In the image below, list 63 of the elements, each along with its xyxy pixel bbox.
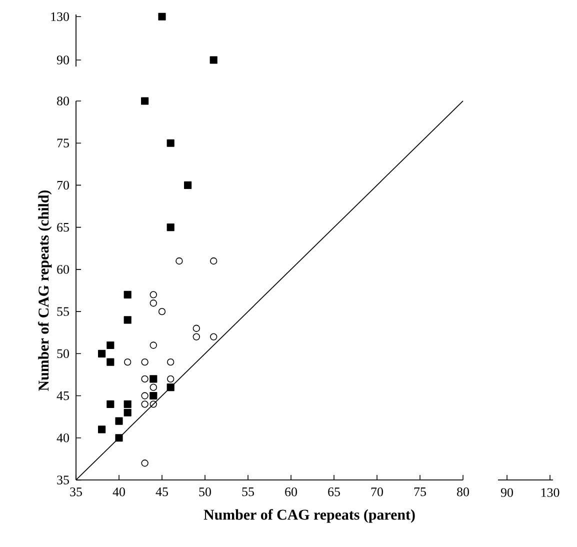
- point: [150, 342, 157, 349]
- point: [115, 417, 123, 425]
- y-tick-label: 75: [57, 138, 69, 148]
- point: [150, 375, 158, 383]
- point: [106, 400, 114, 408]
- point: [150, 384, 157, 391]
- point: [124, 358, 132, 366]
- point: [124, 290, 132, 298]
- point: [150, 300, 157, 307]
- x-tick-label: 75: [414, 488, 426, 496]
- point: [167, 375, 174, 383]
- point: [192, 324, 200, 332]
- x-tick-label: 50: [199, 488, 211, 496]
- y-tick-label: 40: [56, 434, 69, 442]
- point: [141, 460, 148, 467]
- text: 90: [500, 488, 513, 497]
- point: [167, 358, 174, 366]
- point: [158, 308, 166, 316]
- x-tick-label: 65: [328, 488, 340, 496]
- y-tick-label: 45: [56, 391, 69, 400]
- point: [176, 257, 183, 265]
- text: 130: [541, 488, 560, 497]
- y-tick-label: 90: [56, 56, 69, 64]
- point: [166, 224, 174, 232]
- y-tick-label: 65: [57, 222, 69, 232]
- point: [124, 316, 132, 324]
- y-tick-label: 70: [57, 180, 69, 190]
- x-tick-label: 45: [156, 488, 168, 496]
- point: [106, 358, 114, 366]
- y-tick-label: 50: [57, 349, 69, 358]
- point: [184, 181, 192, 189]
- point: [115, 434, 123, 442]
- y-tick-label: 35: [57, 476, 69, 484]
- x-tick-label: 40: [112, 488, 125, 496]
- point: [141, 392, 148, 400]
- x-axis-title: Number of CAG repeats (parent): [204, 509, 415, 523]
- point: [124, 408, 132, 416]
- point: [98, 426, 106, 434]
- x-tick-label: 55: [242, 488, 254, 496]
- y-tick-label: 80: [57, 96, 69, 106]
- point: [141, 358, 148, 366]
- point: [150, 400, 157, 408]
- point: [141, 97, 149, 105]
- x-tick-label: 60: [285, 488, 297, 496]
- y-tick-label: 55: [57, 307, 69, 316]
- y-axis-title: Number of CAG repeats (child): [38, 190, 52, 391]
- point: [141, 400, 148, 408]
- point: [141, 375, 148, 383]
- point: [106, 341, 114, 350]
- x-tick-label: 70: [371, 488, 383, 496]
- point: [166, 139, 174, 147]
- point: [166, 384, 174, 392]
- point: [150, 392, 158, 400]
- point: [210, 333, 218, 340]
- x-tick-label: 80: [457, 488, 469, 496]
- point: [124, 400, 132, 408]
- point: [98, 350, 106, 358]
- point: [210, 257, 218, 265]
- y-tick-label: 60: [57, 265, 69, 274]
- point: [150, 291, 157, 298]
- point: [192, 333, 200, 340]
- x-tick-label: 35: [70, 488, 82, 496]
- y-tick-label: 130: [51, 12, 69, 22]
